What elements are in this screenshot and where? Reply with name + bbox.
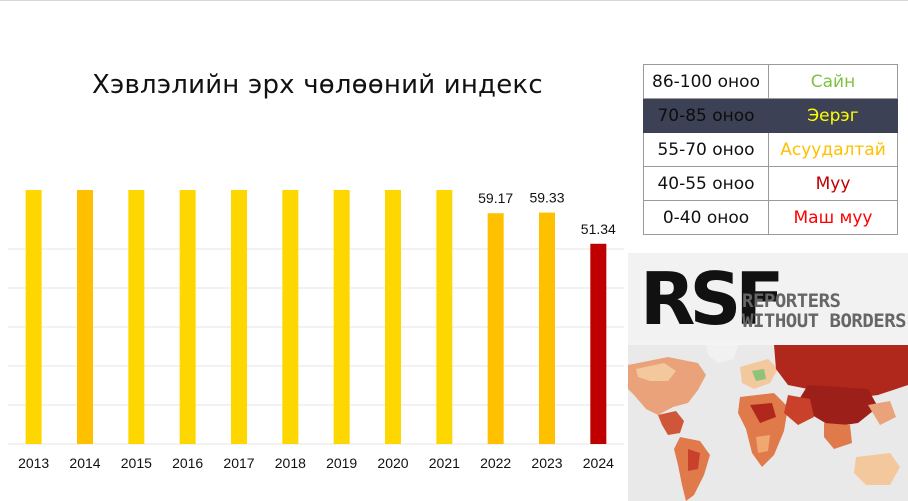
legend-range: 86-100 оноо — [643, 64, 769, 99]
bar-2014 — [77, 190, 93, 445]
bar-2021 — [436, 190, 453, 444]
top-divider — [0, 0, 908, 1]
bar-2023 — [539, 212, 555, 444]
legend-row: 40-55 оноо Муу — [643, 166, 898, 201]
legend-label: Муу — [768, 166, 898, 201]
bar-chart: 70.0769.774.7572.3971.0570.9570.4970.397… — [8, 190, 624, 471]
x-tick-label-2017: 2017 — [223, 455, 254, 471]
value-label-2022: 59.17 — [478, 190, 513, 206]
rsf-panel: RSF REPORTERS WITHOUT BORDERS — [628, 253, 908, 501]
legend-row: 86-100 оноо Сайн — [643, 64, 898, 99]
x-tick-label-2018: 2018 — [275, 455, 306, 471]
rsf-name-line2: WITHOUT BORDERS — [742, 310, 907, 332]
bar-2017 — [231, 190, 247, 444]
bar-2016 — [179, 190, 196, 444]
rsf-name-line1: REPORTERS — [742, 290, 841, 312]
bar-2024 — [590, 243, 607, 444]
x-tick-label-2024: 2024 — [583, 455, 614, 471]
legend-label: Эерэг — [768, 98, 898, 133]
x-tick-label-2014: 2014 — [69, 455, 100, 471]
score-legend-table: 86-100 оноо Сайн 70-85 оноо Эерэг 55-70 оноо… — [643, 64, 898, 235]
bar-2013 — [25, 190, 42, 445]
legend-label: Сайн — [768, 64, 898, 99]
legend-range: 40-55 оноо — [643, 166, 769, 201]
legend-row: 70-85 оноо Эерэг — [643, 98, 898, 133]
bar-2022 — [487, 213, 504, 444]
legend-row: 55-70 оноо Асуудалтай — [643, 132, 898, 167]
x-tick-label-2019: 2019 — [326, 455, 357, 471]
world-press-freedom-map — [628, 345, 908, 501]
rsf-logo-name: REPORTERS WITHOUT BORDERS — [742, 290, 907, 332]
x-tick-label-2013: 2013 — [18, 455, 49, 471]
bar-2015 — [128, 190, 145, 444]
x-tick-label-2015: 2015 — [121, 455, 152, 471]
x-tick-label-2016: 2016 — [172, 455, 203, 471]
value-label-2023: 59.33 — [529, 190, 564, 206]
rsf-logo-letters: RSF — [640, 257, 785, 341]
legend-range: 70-85 оноо — [643, 98, 769, 133]
rsf-logo: RSF REPORTERS WITHOUT BORDERS — [628, 253, 908, 343]
x-tick-label-2022: 2022 — [480, 455, 511, 471]
legend-label: Маш муу — [768, 200, 898, 235]
legend-label: Асуудалтай — [768, 132, 898, 167]
bar-2018 — [282, 190, 299, 445]
page-title: Хэвлэлийн эрх чөлөөний индекс — [92, 70, 543, 100]
legend-row: 0-40 оноо Маш муу — [643, 200, 898, 235]
legend-range: 0-40 оноо — [643, 200, 769, 235]
x-tick-label-2023: 2023 — [531, 455, 562, 471]
legend-range: 55-70 оноо — [643, 132, 769, 167]
value-label-2024: 51.34 — [581, 221, 616, 237]
x-tick-label-2021: 2021 — [429, 455, 460, 471]
x-tick-label-2020: 2020 — [377, 455, 408, 471]
bar-2019 — [333, 190, 350, 445]
bar-2020 — [385, 190, 401, 444]
